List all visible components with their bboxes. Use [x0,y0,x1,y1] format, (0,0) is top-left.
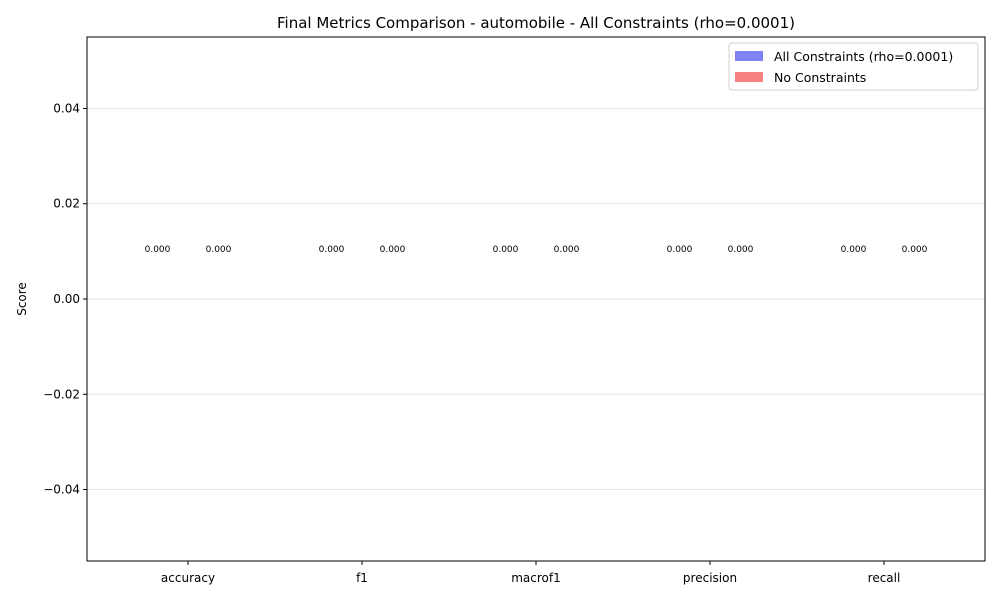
legend-frame [728,42,979,91]
gridlines [87,107,985,491]
y-axis-label: Score [15,282,29,316]
bar-value-label: 0.000 [667,245,693,255]
bar-value-label: 0.000 [319,245,345,255]
legend-swatch-0 [735,51,763,61]
x-tick-label: f1 [356,571,368,585]
legend-label-1: No Constraints [774,70,866,85]
x-tick-label: precision [683,571,737,585]
bar-value-label: 0.000 [493,245,519,255]
x-tick-label: macrof1 [511,571,561,585]
chart-title: Final Metrics Comparison - automobile - … [277,14,795,32]
y-tick-label: 0.00 [53,292,80,306]
y-tick-label: 0.02 [53,197,80,211]
bar-value-label: 0.000 [728,245,754,255]
bar-value-label: 0.000 [902,245,928,255]
legend: All Constraints (rho=0.0001) No Constrain… [728,42,979,91]
bar-value-label: 0.000 [380,245,406,255]
y-tick-label: −0.02 [43,387,80,401]
x-axis: accuracy f1 macrof1 precision recall [161,561,900,585]
legend-label-0: All Constraints (rho=0.0001) [774,49,953,64]
bar-value-label: 0.000 [145,245,171,255]
y-tick-label: −0.04 [43,483,80,497]
x-tick-label: accuracy [161,571,215,585]
legend-swatch-1 [735,72,763,82]
bar-value-label: 0.000 [554,245,580,255]
bar-value-labels: 0.000 0.000 0.000 0.000 0.000 0.000 0.000 0.000… [145,245,928,255]
x-tick-label: recall [868,571,901,585]
y-axis: 0.04 0.02 0.00 −0.02 −0.04 [43,101,87,497]
y-tick-label: 0.04 [53,101,80,115]
bar-value-label: 0.000 [841,245,867,255]
bar-value-label: 0.000 [206,245,232,255]
